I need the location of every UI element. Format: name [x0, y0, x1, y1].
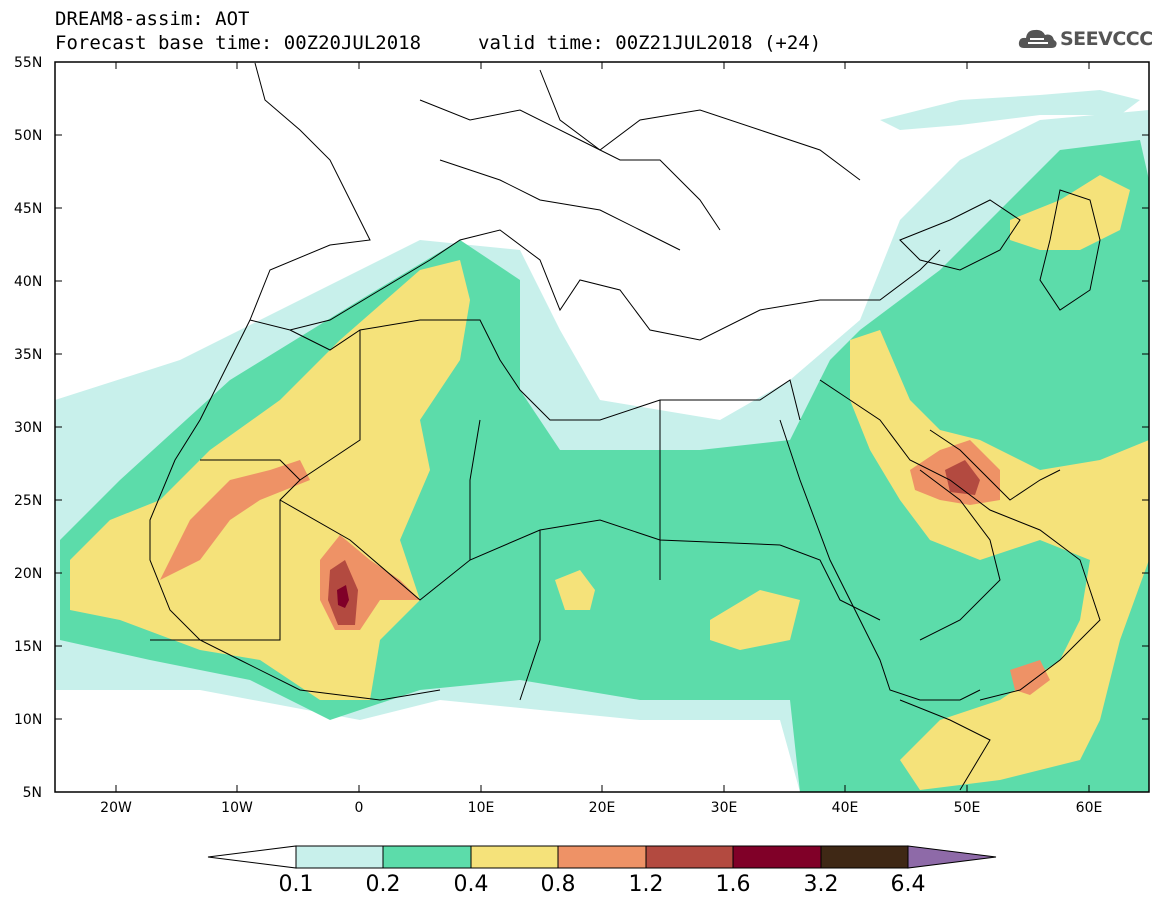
- border-2: [279, 499, 661, 601]
- coast-europe: [249, 62, 941, 341]
- coast-africa-west: [149, 319, 441, 701]
- aot-fields: [55, 62, 1149, 792]
- colorbar-label: 0.4: [453, 872, 489, 897]
- colorbar: [207, 845, 997, 869]
- coast-arabia: [819, 379, 1101, 701]
- colorbar-under-arrow: [207, 845, 297, 869]
- lat-label: 50N: [14, 128, 43, 144]
- lon-label: 20E: [588, 800, 616, 816]
- lat-label: 15N: [14, 639, 43, 655]
- border-7: [469, 419, 481, 560]
- aot-band-0.4-arabia: [850, 330, 1149, 790]
- colorbar-label: 6.4: [890, 872, 926, 897]
- border-8: [299, 330, 361, 481]
- lat-label: 25N: [14, 493, 43, 509]
- colorbar-label: 1.6: [715, 872, 751, 897]
- colorbar-label: 0.8: [540, 872, 576, 897]
- aot-band-0.8: [160, 460, 310, 580]
- lat-label: 35N: [14, 347, 43, 363]
- lon-label: 40E: [831, 800, 859, 816]
- lon-label: 0: [354, 800, 364, 816]
- coast-red-sea: [779, 419, 981, 701]
- colorbar-over-arrow: [907, 845, 997, 869]
- border-4: [659, 400, 781, 546]
- border-10: [439, 159, 681, 251]
- border-3: [519, 530, 541, 701]
- forecast-base-time: Forecast base time: 00Z20JUL2018: [55, 32, 422, 54]
- colorbar-bin-2: [382, 845, 472, 869]
- border-6: [919, 469, 1001, 641]
- colorbar-label: 3.2: [803, 872, 839, 897]
- border-5: [779, 544, 881, 621]
- colorbar-bin-1: [295, 845, 384, 869]
- coast-africa-north: [289, 319, 801, 421]
- colorbar-bin-7: [820, 845, 909, 869]
- colorbar-label: 0.1: [278, 872, 314, 897]
- aot-band-0.4-sahel: [710, 590, 800, 650]
- lon-label: 50E: [953, 800, 981, 816]
- lon-label: 10E: [467, 800, 495, 816]
- border-11: [539, 69, 861, 181]
- aot-band-0.4-chad: [555, 570, 595, 610]
- lat-label: 55N: [14, 55, 43, 71]
- coast-black-sea: [899, 199, 1021, 271]
- lon-label: 20W: [100, 800, 132, 816]
- lon-label: 10W: [221, 800, 253, 816]
- aot-band-0.2-caspian: [950, 230, 1149, 330]
- colorbar-bin-3: [470, 845, 559, 869]
- lat-label: 10N: [14, 712, 43, 728]
- aot-band-1.2-gulf: [945, 460, 980, 495]
- lat-label: 40N: [14, 274, 43, 290]
- lat-label: 20N: [14, 566, 43, 582]
- aot-band-0.1-north: [880, 90, 1140, 130]
- aot-band-1.6: [337, 585, 349, 608]
- lon-label: 60E: [1075, 800, 1103, 816]
- colorbar-bin-6: [732, 845, 822, 869]
- aot-band-0.8-oman: [1010, 660, 1050, 695]
- cloud-icon: [1018, 29, 1057, 48]
- lon-label: 30E: [710, 800, 738, 816]
- coast-somalia: [899, 699, 991, 791]
- ticks: [55, 61, 1149, 792]
- coast-gulf: [929, 429, 1061, 501]
- colorbar-label: 1.2: [628, 872, 664, 897]
- lat-label: 5N: [22, 785, 42, 801]
- aot-band-0.4-ukraine: [1010, 175, 1130, 250]
- colorbar-bin-5: [645, 845, 734, 869]
- colorbar-bin-4: [557, 845, 647, 869]
- lat-label: 30N: [14, 420, 43, 436]
- lat-label: 45N: [14, 201, 43, 217]
- coast-caspian: [1039, 189, 1101, 311]
- logo-text: SEEVCCC: [1060, 28, 1153, 50]
- chart-title: DREAM8-assim: AOT: [55, 8, 250, 30]
- colorbar-label: 0.2: [365, 872, 401, 897]
- valid-time: valid time: 00Z21JUL2018 (+24): [478, 32, 822, 54]
